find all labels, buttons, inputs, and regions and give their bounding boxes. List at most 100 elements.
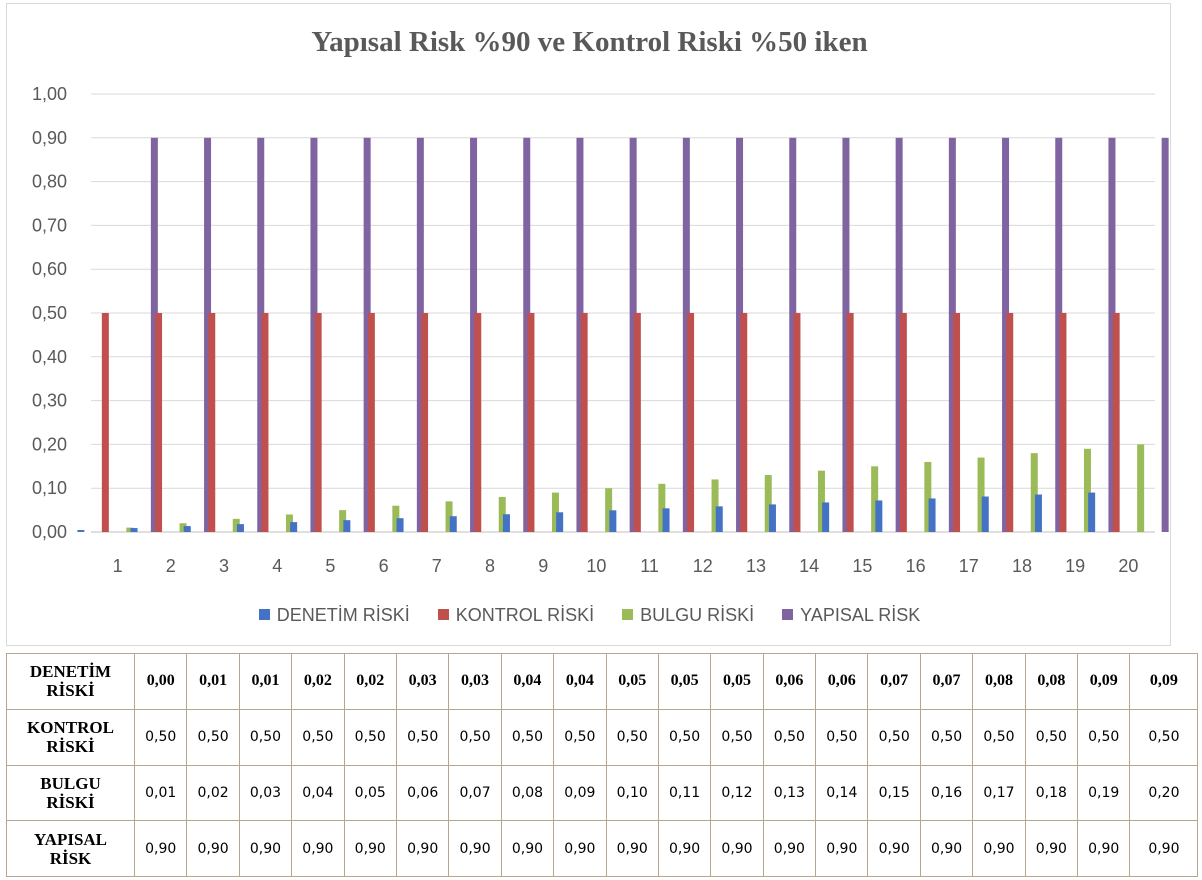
bar	[339, 510, 347, 532]
bar	[232, 518, 240, 532]
row-header-line: YAPISAL	[33, 829, 108, 849]
bar	[736, 137, 744, 533]
row-header: BULGU RİSKİ	[6, 764, 135, 822]
table-cell: 0,06	[395, 764, 450, 822]
legend-swatch	[622, 609, 634, 620]
table-row: KONTROL RİSKİ 0,50 0,50 0,50 0,50 0,50 0,50 0,50…	[6, 708, 1199, 766]
table-cell: 0,08	[500, 764, 555, 822]
bar	[470, 137, 478, 533]
table-cell: 0,50	[238, 708, 293, 766]
table-cell: 0,12	[710, 764, 764, 822]
y-tick-label: 1,00	[32, 84, 67, 104]
table-row: DENETİM RİSKİ 0,00 0,01 0,01 0,02 0,02 0,03 0,03…	[6, 653, 1199, 710]
table-cell: 0,90	[605, 820, 659, 877]
table-cell: 0,15	[867, 764, 921, 822]
legend-label: KONTROL RİSKİ	[455, 605, 595, 625]
table-cell: 0,50	[919, 708, 974, 766]
data-table: DENETİM RİSKİ 0,00 0,01 0,01 0,02 0,02 0,03 0,03…	[6, 653, 1199, 877]
x-tick-label: 6	[379, 556, 389, 576]
x-tick-label: 11	[640, 556, 659, 576]
x-tick-label: 9	[538, 556, 548, 576]
bar	[1137, 444, 1145, 532]
bar	[314, 313, 322, 532]
legend-swatch	[258, 609, 270, 620]
y-tick-label: 0,10	[32, 478, 67, 498]
table-cell: 0,50	[867, 708, 921, 766]
table-cell: 0,50	[133, 708, 188, 766]
table-cell: 0,07	[867, 653, 921, 710]
table-cell: 0,03	[448, 653, 502, 710]
bar	[682, 137, 690, 533]
x-tick-label: 5	[325, 556, 335, 576]
bar	[658, 483, 666, 532]
row-header-line: BULGU	[40, 773, 101, 793]
y-tick-label: 0,90	[32, 128, 67, 148]
x-tick-label: 2	[166, 556, 176, 576]
legend-item: KONTROL RİSKİ	[437, 605, 595, 626]
table-cell: 0,90	[343, 820, 397, 877]
bar	[928, 498, 936, 532]
table-cell: 0,02	[343, 653, 397, 710]
table-cell: 0,50	[448, 708, 502, 766]
bar	[633, 313, 641, 532]
bar	[580, 313, 588, 532]
bar	[150, 137, 158, 533]
table-cell: 0,50	[1077, 708, 1131, 766]
bar	[343, 520, 351, 532]
table-cell: 0,50	[343, 708, 397, 766]
x-tick-label: 1	[113, 556, 123, 576]
bar	[740, 313, 748, 532]
row-header-line: KONTROL	[27, 718, 114, 738]
bar	[396, 518, 404, 532]
table-cell: 0,09	[553, 764, 607, 822]
table-cell: 0,03	[395, 653, 450, 710]
bar	[895, 137, 903, 533]
bar	[1083, 448, 1091, 532]
y-tick-label: 0,00	[32, 522, 67, 542]
bar	[363, 137, 371, 533]
table-cell: 0,50	[605, 708, 659, 766]
table-cell: 0,06	[815, 653, 869, 710]
x-tick-label: 4	[272, 556, 282, 576]
chart-legend: DENETİM RİSKİ KONTROL RİSKİ BULGU RİSKİ YAP…	[7, 605, 1172, 626]
row-header-line: RİSK	[49, 848, 92, 868]
y-tick-label: 0,80	[32, 172, 67, 192]
legend-item: DENETİM RİSKİ	[258, 605, 410, 626]
bar	[155, 313, 163, 532]
bar	[236, 524, 244, 532]
bar	[498, 496, 506, 532]
table-cell: 0,50	[291, 708, 345, 766]
x-tick-label: 18	[1012, 556, 1032, 576]
bar	[1059, 313, 1067, 532]
table-cell: 0,50	[972, 708, 1026, 766]
bar	[1002, 137, 1010, 533]
bar	[924, 461, 932, 532]
table-row: YAPISAL RİSK 0,90 0,90 0,90 0,90 0,90 0,90 0,90 0…	[6, 820, 1199, 877]
bar	[899, 313, 907, 532]
legend-item: YAPISAL RİSK	[782, 605, 920, 626]
table-cell: 0,19	[1077, 764, 1131, 822]
bar	[711, 479, 719, 532]
bar	[208, 313, 216, 532]
table-cell: 0,01	[133, 764, 188, 822]
table-cell: 0,02	[291, 653, 345, 710]
row-header: YAPISAL RİSK	[6, 820, 135, 877]
row-header-line: RİSKİ	[46, 792, 95, 812]
bar	[261, 313, 269, 532]
table-cell: 0,18	[1024, 764, 1079, 822]
table-cell: 0,04	[553, 653, 607, 710]
bar	[183, 526, 191, 532]
x-tick-label: 12	[693, 556, 713, 576]
x-tick-label: 8	[485, 556, 495, 576]
table-cell: 0,16	[919, 764, 974, 822]
table-cell: 0,00	[133, 653, 188, 710]
bar	[551, 492, 559, 532]
table-cell: 0,04	[291, 764, 345, 822]
bar	[981, 496, 989, 532]
table-cell: 0,90	[238, 820, 293, 877]
x-tick-label: 3	[219, 556, 229, 576]
bar	[556, 512, 564, 532]
table-cell: 0,90	[133, 820, 188, 877]
table-cell: 0,08	[972, 653, 1026, 710]
bar	[977, 457, 985, 532]
